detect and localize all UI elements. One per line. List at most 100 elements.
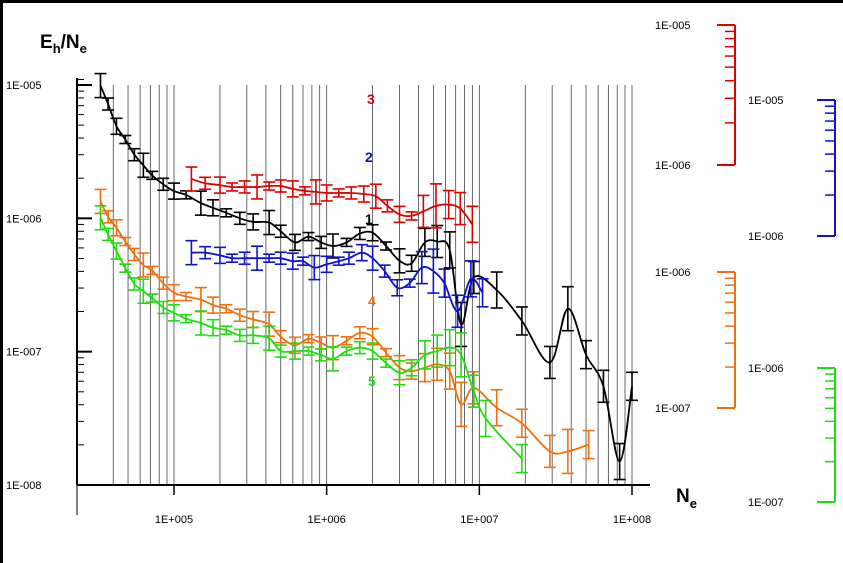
series-4 — [94, 188, 595, 475]
series-label-2: 2 — [365, 149, 373, 165]
data-point — [128, 147, 141, 162]
data-point — [233, 211, 246, 226]
data-point — [146, 265, 159, 276]
data-point — [194, 286, 207, 313]
data-point — [247, 310, 260, 329]
data-point — [180, 313, 193, 324]
data-point — [110, 219, 123, 237]
data-point — [263, 253, 276, 263]
data-point — [353, 340, 366, 355]
data-point — [332, 188, 345, 198]
data-point — [274, 344, 287, 358]
data-point — [393, 248, 406, 274]
data-point — [315, 348, 328, 362]
series-line-2 — [191, 251, 484, 313]
data-point — [543, 345, 556, 380]
data-point — [357, 185, 370, 203]
data-point — [380, 241, 393, 251]
right-axis-top-label: 1E-006 — [655, 267, 690, 279]
data-point — [146, 170, 159, 181]
y-ticks: 1E-005 1E-006 1E-007 1E-008 — [6, 78, 92, 492]
data-point — [251, 174, 264, 200]
data-point — [157, 276, 170, 291]
data-point — [274, 251, 287, 265]
data-point — [102, 227, 115, 242]
y-tick-label: 1E-006 — [6, 213, 41, 225]
data-point — [443, 231, 456, 269]
data-point — [94, 204, 107, 231]
data-point — [369, 183, 382, 209]
data-point — [326, 233, 339, 259]
data-point — [466, 205, 479, 244]
data-point — [302, 231, 315, 242]
data-point — [247, 213, 260, 231]
data-point — [315, 235, 328, 250]
data-point — [119, 263, 132, 273]
data-point — [626, 371, 638, 402]
data-point — [263, 181, 276, 191]
x-tick-label: 1E+006 — [308, 514, 346, 526]
data-point — [443, 328, 456, 367]
data-point — [393, 360, 406, 386]
data-point — [515, 306, 528, 336]
data-point — [429, 183, 442, 229]
data-point — [366, 245, 379, 271]
x-tick-label: 1E+008 — [613, 514, 651, 526]
series-1 — [94, 72, 638, 481]
data-point — [213, 246, 226, 265]
data-point — [168, 182, 180, 200]
data-point — [381, 199, 394, 213]
series-line-1 — [99, 85, 633, 463]
data-point — [315, 336, 328, 350]
data-point — [206, 296, 219, 314]
data-point — [274, 179, 287, 193]
data-point — [137, 152, 150, 179]
data-point — [467, 374, 480, 409]
data-point — [199, 245, 212, 260]
data-point — [213, 176, 226, 194]
data-point — [168, 283, 180, 302]
data-point — [220, 325, 233, 335]
data-point — [417, 194, 430, 229]
x-ticks: 1E+005 1E+006 1E+007 1E+008 — [155, 485, 651, 526]
data-point — [185, 239, 198, 266]
data-point — [168, 304, 180, 322]
data-point — [102, 209, 115, 224]
data-point — [415, 250, 428, 285]
data-point — [263, 325, 276, 351]
y-axis-label: Eh/Ne — [40, 32, 87, 56]
data-point — [455, 381, 468, 428]
data-point — [308, 254, 321, 281]
right-axis-bottom-label: 1E-007 — [655, 403, 690, 415]
data-point — [391, 278, 404, 297]
y-tick-label: 1E-008 — [6, 480, 41, 492]
series-3 — [185, 166, 479, 244]
data-point — [378, 264, 391, 278]
data-point — [380, 358, 393, 368]
data-point — [380, 347, 393, 358]
data-point — [320, 184, 333, 202]
data-point — [298, 186, 311, 196]
right-axis-bottom-label: 1E-006 — [655, 160, 690, 172]
data-point — [405, 254, 418, 273]
data-point — [288, 233, 301, 252]
x-axis-label: Ne — [676, 486, 697, 511]
data-point — [405, 211, 418, 221]
data-point — [442, 189, 455, 220]
data-point — [199, 176, 212, 191]
data-point — [226, 253, 239, 263]
data-point — [613, 442, 626, 481]
data-point — [326, 346, 339, 372]
series-5 — [94, 204, 528, 474]
data-point — [110, 242, 123, 260]
data-point — [515, 408, 528, 439]
data-point — [405, 358, 418, 377]
data-point — [366, 342, 379, 360]
data-point — [479, 399, 492, 438]
data-point — [157, 300, 170, 315]
right-axis-blue: 1E-005 1E-006 — [748, 95, 836, 243]
data-point — [393, 205, 406, 224]
right-axis-green: 1E-006 1E-007 — [748, 363, 836, 509]
